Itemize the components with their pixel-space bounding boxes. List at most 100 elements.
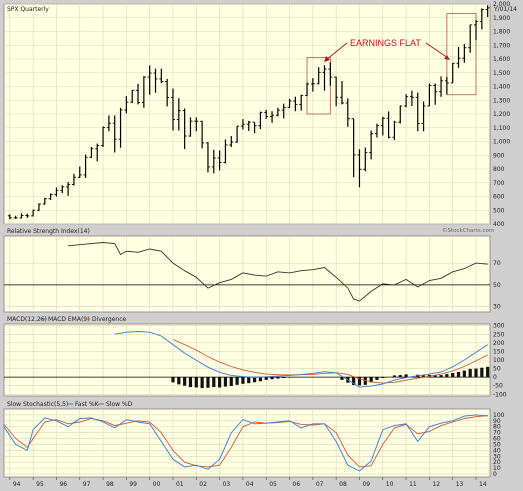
ohlc-bar [194, 117, 199, 132]
price-y-tick-700: 700 [493, 180, 505, 187]
x-tick-label-10: 10 [386, 481, 394, 488]
macd-divergence-bar [229, 377, 233, 387]
price-y-tick-2000: 2,000 [493, 1, 510, 8]
annotation-arrowhead-left [324, 56, 330, 62]
ohlc-bar [404, 94, 409, 108]
x-tick-label-97: 97 [83, 481, 91, 488]
ohlc-bar [328, 62, 333, 86]
ohlc-bar [159, 68, 164, 84]
ohlc-bar [357, 149, 362, 188]
x-tick-label-03: 03 [223, 481, 231, 488]
ohlc-bar [444, 76, 449, 95]
ohlc-bar [217, 150, 222, 171]
stochastic-legend-fast-k: Fast %K [75, 401, 100, 408]
stochastic-y-tick-60: 60 [493, 436, 501, 443]
annotation-arrowhead-right [444, 55, 450, 60]
ohlc-bar [188, 117, 193, 137]
ohlc-bar [54, 187, 59, 197]
ohlc-bar [433, 83, 438, 105]
ohlc-bar [334, 76, 339, 107]
macd-divergence-bar [177, 377, 181, 385]
ohlc-bar [264, 109, 269, 120]
stochastic-y-tick-70: 70 [493, 430, 501, 437]
price-panel: 400 500 600 700 800 900 1,000 1,100 1,200 1,300 1,… [3, 1, 517, 234]
macd-divergence-bar [252, 377, 257, 383]
macd-divergence-bar [287, 377, 292, 378]
price-ohlc-bars [7, 5, 490, 220]
ohlc-bar [130, 89, 135, 103]
ohlc-bar [25, 213, 30, 218]
ohlc-bar [13, 215, 18, 219]
macd-divergence-bar [480, 367, 484, 378]
ohlc-bar [351, 118, 356, 178]
macd-y-tick--100: -100 [493, 391, 507, 398]
highlight-box-2 [446, 13, 477, 96]
x-tick-label-99: 99 [129, 481, 137, 488]
ohlc-bar [322, 65, 327, 91]
macd-divergence-bar [241, 377, 245, 384]
macd-divergence-bar [439, 375, 443, 378]
macd-divergence-bar [357, 377, 362, 386]
price-y-tick-1600: 1,600 [493, 56, 510, 63]
ohlc-bar [439, 76, 444, 97]
x-tick-label-06: 06 [293, 481, 301, 488]
macd-divergence-bar [421, 375, 426, 378]
ohlc-bar [124, 96, 129, 114]
ohlc-bar [42, 197, 47, 205]
ohlc-bar [223, 139, 228, 164]
price-date-label: Y/01/14 [493, 6, 517, 13]
macd-divergence-bar [200, 377, 204, 389]
ohlc-bar [287, 98, 292, 108]
price-y-tick-1800: 1,800 [493, 29, 510, 36]
ohlc-bar [468, 24, 473, 53]
macd-grid [4, 324, 490, 396]
macd-divergence-bar [404, 374, 408, 378]
x-tick-label-04: 04 [246, 481, 254, 488]
earnings-flat-annotation: EARNINGS FLAT [324, 38, 450, 62]
ohlc-bar [415, 92, 420, 132]
ohlc-bar [200, 120, 205, 149]
x-tick-label-08: 08 [339, 481, 347, 488]
macd-divergence-bar [171, 377, 175, 383]
stochastic-y-tick-20: 20 [493, 459, 501, 466]
ohlc-bar [211, 149, 216, 174]
ohlc-bar [240, 119, 245, 130]
ohlc-bar [252, 121, 257, 134]
stochastic-fast-k-line [3, 414, 488, 472]
ohlc-bar [421, 101, 426, 132]
macd-divergence-bar [194, 377, 198, 388]
macd-divergence-bar [188, 377, 193, 388]
macd-divergence-bar [183, 377, 187, 386]
price-y-tick-600: 600 [493, 194, 505, 201]
ohlc-bar [205, 142, 210, 173]
stochastic-y-tick-50: 50 [493, 441, 501, 448]
x-axis: 94 95 96 97 98 99 00 01 02 03 04 05 06 07 08 09 10 11 12 13… [9, 477, 487, 488]
ohlc-bar [66, 182, 71, 196]
macd-divergence-bar [433, 375, 437, 378]
macd-divergence-bar [352, 377, 356, 386]
macd-divergence-bar [235, 377, 239, 385]
ohlc-bar [299, 94, 304, 111]
macd-divergence-bar [212, 377, 216, 388]
ohlc-bar [474, 19, 479, 41]
rsi-series [68, 242, 488, 302]
stochastic-legend-slow-d: Slow %D [106, 401, 133, 408]
stochastic-y-tick-90: 90 [493, 418, 501, 425]
ohlc-bar [246, 120, 251, 132]
ohlc-bar [112, 115, 117, 153]
ohlc-bar [281, 103, 286, 119]
macd-divergence-bar [381, 377, 385, 378]
ohlc-bar [485, 5, 490, 18]
ohlc-bar [95, 143, 100, 162]
stochastic-y-tick-100: 100 [493, 412, 505, 419]
stochastic-y-tick-0: 0 [493, 471, 497, 478]
macd-divergence-bar [247, 377, 251, 384]
ohlc-bar [374, 123, 379, 138]
ohlc-bar [398, 105, 403, 124]
ohlc-bar [31, 209, 36, 217]
